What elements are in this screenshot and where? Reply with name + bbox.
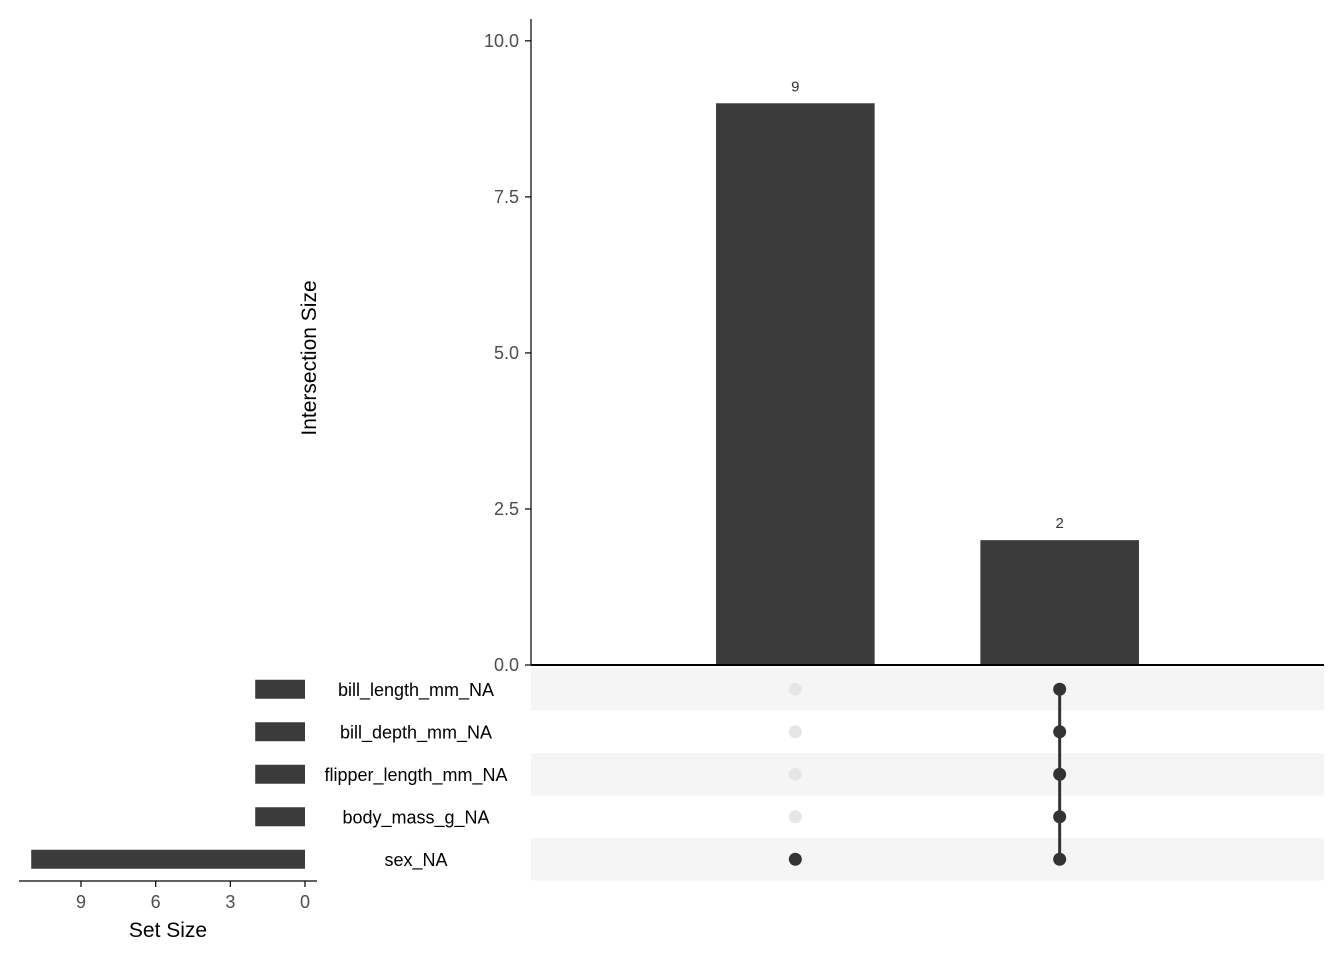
set-size-bar: [255, 722, 305, 742]
set-size-x-axis-title: Set Size: [129, 919, 207, 942]
y-tick-label: 5.0: [494, 343, 519, 363]
set-size-bar: [31, 849, 305, 869]
matrix-dot-inactive: [788, 810, 802, 824]
matrix-stripes: [531, 668, 1324, 881]
matrix-stripe: [531, 838, 1324, 881]
matrix-dot-active: [1053, 852, 1067, 866]
set-size-tick-label: 0: [300, 892, 310, 912]
intersection-bars: 92: [716, 78, 1139, 666]
matrix-stripe: [531, 753, 1324, 796]
intersection-bar: [980, 540, 1139, 665]
intersection-bar-label: 2: [1055, 515, 1063, 532]
matrix-dot-active: [1053, 767, 1067, 781]
set-size-bar: [255, 679, 305, 699]
y-tick-label: 10.0: [484, 31, 519, 51]
set-size-bars: [31, 679, 305, 869]
matrix-dot-inactive: [788, 767, 802, 781]
set-label: body_mass_g_NA: [342, 807, 489, 828]
set-size-bar: [255, 764, 305, 784]
intersection-y-axis-title: Intersection Size: [298, 280, 321, 435]
matrix-stripe: [531, 668, 1324, 711]
intersection-y-axis: 0.0 2.5 5.0 7.5 10.0: [484, 19, 1324, 675]
matrix-dot-active: [1053, 725, 1067, 739]
intersection-bar-label: 9: [791, 78, 799, 95]
set-label: flipper_length_mm_NA: [324, 765, 507, 786]
y-tick-label: 2.5: [494, 499, 519, 519]
matrix-dot-inactive: [788, 725, 802, 739]
set-size-x-axis: 9 6 3 0: [19, 880, 317, 912]
set-label: bill_depth_mm_NA: [340, 722, 492, 743]
set-labels: bill_length_mm_NA bill_depth_mm_NAflipper…: [324, 680, 507, 871]
y-tick-label: 7.5: [494, 187, 519, 207]
set-size-tick-label: 6: [151, 892, 161, 912]
matrix-dot-active: [1053, 810, 1067, 824]
set-size-tick-label: 3: [225, 892, 235, 912]
set-size-tick-label: 9: [76, 892, 86, 912]
intersection-bar: [716, 103, 875, 666]
y-tick-label: 0.0: [494, 655, 519, 675]
set-label: sex_NA: [384, 850, 447, 871]
intersection-matrix: [788, 682, 1067, 866]
set-label: bill_length_mm_NA: [338, 680, 494, 701]
set-size-bar: [255, 807, 305, 827]
matrix-dot-active: [788, 852, 802, 866]
matrix-dot-active: [1053, 682, 1067, 696]
matrix-dot-inactive: [788, 682, 802, 696]
